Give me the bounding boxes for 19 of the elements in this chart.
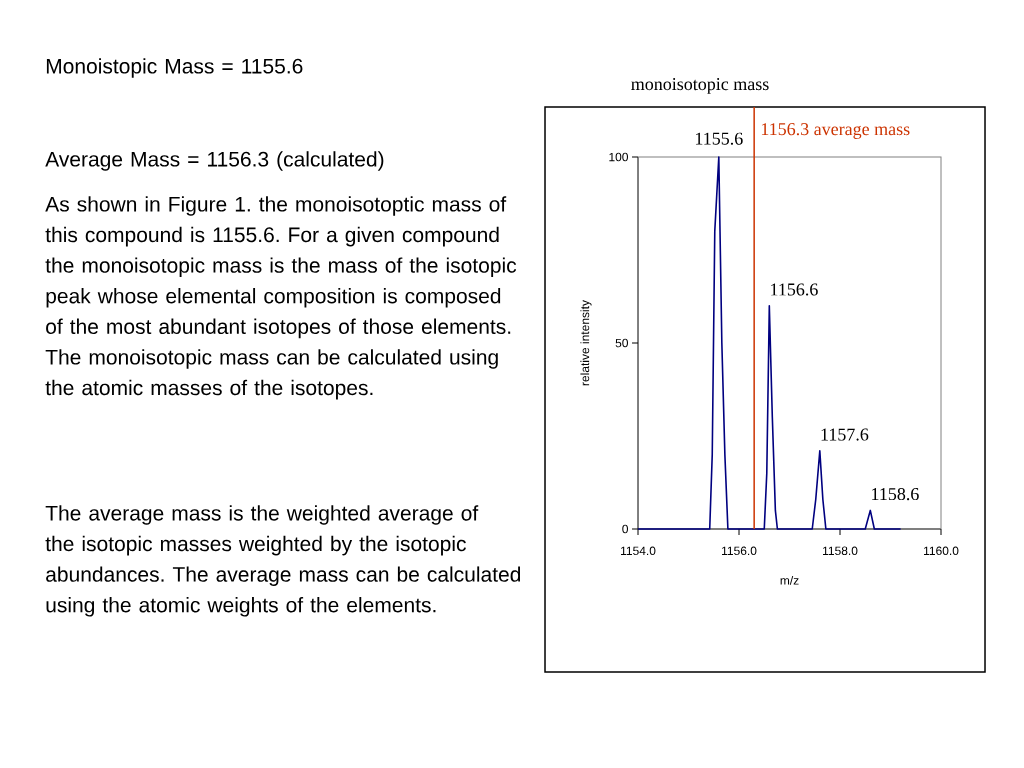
text: Average Mass = 1156.3 (calculated) [45, 151, 384, 171]
x-tick-label: 1154.0 [621, 546, 656, 556]
ref-line-label: 1156.3 average mass [761, 123, 910, 139]
annotation: 1155.6 [695, 132, 743, 145]
y-tick-label: 50 [615, 338, 629, 348]
x-axis-title: m/z [780, 575, 799, 585]
chart-title: monoisotopic mass [631, 78, 769, 94]
text: The average mass is the weighted average of the isotopic masses weighted by the isotopic abundances. The average mass can be calculated using the atomic weights of the elements. [45, 505, 521, 617]
annotation: 1158.6 [872, 487, 919, 501]
annotation: 1156.6 [771, 283, 818, 296]
x-tick-label: 1160.0 [924, 546, 959, 556]
y-axis-title: relative intensity [580, 300, 592, 386]
annotation: 1157.6 [821, 428, 869, 441]
y-tick-label: 100 [609, 152, 629, 162]
x-tick-label: 1158.0 [823, 546, 858, 556]
y-tick-label: 0 [622, 524, 629, 534]
text: Monoistopic Mass = 1155.6 [46, 58, 303, 78]
text: As shown in Figure 1. the monoisotoptic mass of this compound is 1155.6. For a given compound the monoisotopic mass is the mass of the isotopic peak whose elemental composition is composed of the most abundant isotopes of those elements. The monoisotopic mass can be calculated using the atomic masses of the isotopes. [45, 196, 517, 400]
x-tick-label: 1156.0 [722, 546, 757, 556]
